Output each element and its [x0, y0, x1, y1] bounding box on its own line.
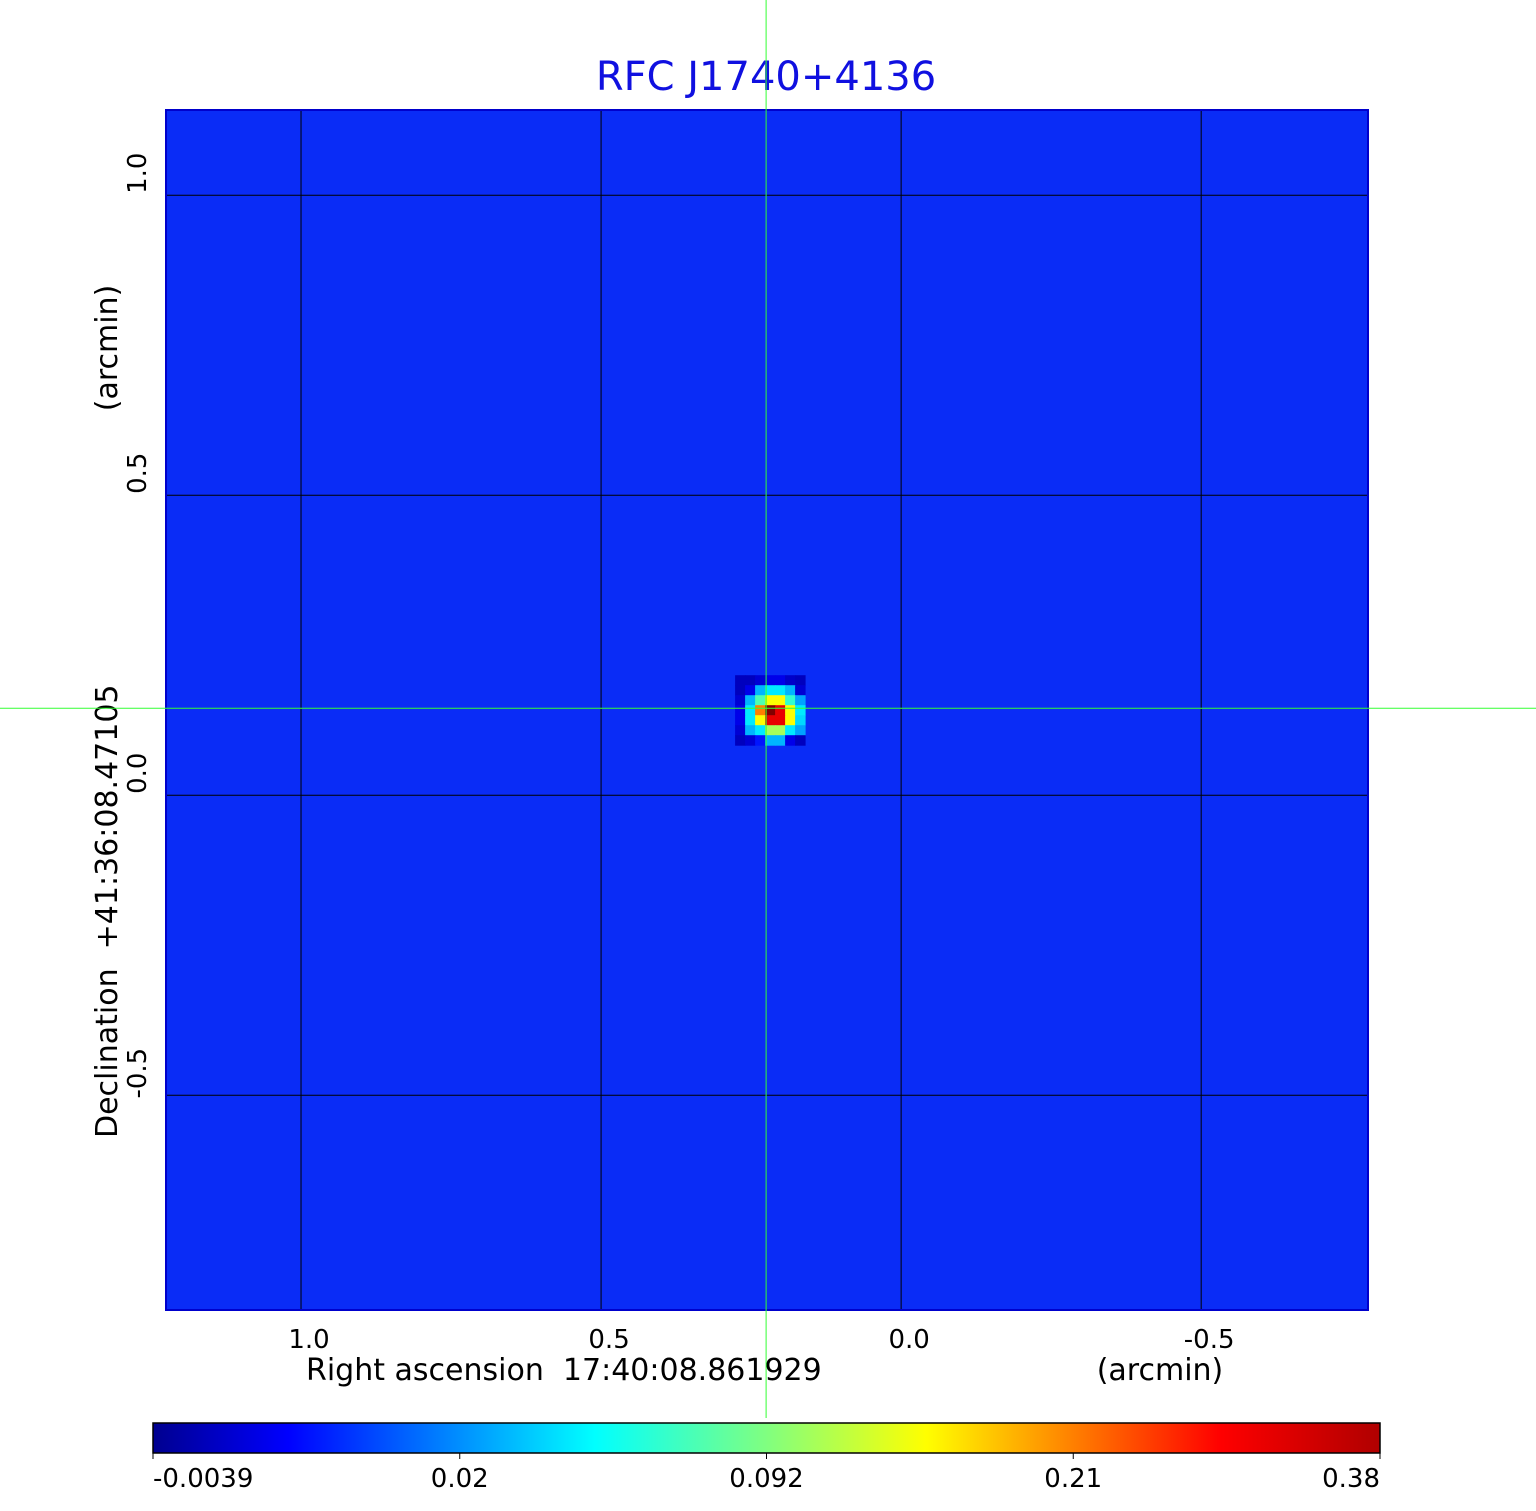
image-pixel	[735, 695, 746, 706]
image-pixel	[735, 705, 746, 716]
colorbar-tick-label: 0.21	[1044, 1464, 1102, 1494]
colorbar	[152, 1422, 1381, 1454]
image-pixel	[775, 735, 786, 746]
image-pixel	[765, 715, 776, 726]
image-pixel	[795, 705, 806, 716]
colorbar-tick-label: 0.02	[431, 1464, 489, 1494]
colorbar-tick-label: -0.0039	[153, 1464, 253, 1494]
image-pixel	[755, 735, 766, 746]
image-pixel	[775, 695, 786, 706]
image-pixel	[745, 715, 756, 726]
image-pixel	[795, 725, 806, 736]
image-pixel	[795, 675, 806, 686]
image-pixel	[755, 715, 766, 726]
colorbar-tick-label: 0.092	[729, 1464, 803, 1494]
x-tick-label: 0.5	[588, 1325, 629, 1355]
y-tick-label: -0.5	[123, 1048, 153, 1099]
image-frame	[165, 109, 1369, 1311]
image-pixel	[745, 675, 756, 686]
crosshair	[0, 0, 1536, 1418]
image-pixel	[735, 715, 746, 726]
image-pixel	[765, 675, 776, 686]
grid-lines	[166, 110, 1368, 1310]
y-tick-labels: 1.0 0.5 0.0 -0.5	[123, 153, 153, 1099]
image-pixel	[745, 735, 756, 746]
image-pixel	[775, 725, 786, 736]
image-pixel	[795, 735, 806, 746]
image-pixel	[775, 715, 786, 726]
image-pixel	[765, 725, 776, 736]
image-pixel	[785, 685, 796, 696]
x-tick-labels: 1.0 0.5 0.0 -0.5	[288, 1325, 1234, 1355]
image-pixel	[755, 695, 766, 706]
image-pixel	[735, 675, 746, 686]
image-pixel	[775, 675, 786, 686]
image-pixel	[785, 735, 796, 746]
y-tick-label: 0.0	[123, 753, 153, 794]
colorbar-tick-label: 0.38	[1322, 1464, 1380, 1494]
y-axis-unit: (arcmin)	[90, 285, 125, 412]
image-pixel	[785, 705, 796, 716]
image-pixel	[745, 725, 756, 736]
x-axis-unit: (arcmin)	[1097, 1353, 1224, 1388]
y-tick-label: 0.5	[123, 453, 153, 494]
image-pixel	[765, 695, 776, 706]
image-pixel	[755, 725, 766, 736]
image-pixel	[785, 715, 796, 726]
image-pixel	[755, 685, 766, 696]
image-pixel	[735, 685, 746, 696]
image-pixel	[795, 685, 806, 696]
image-pixel	[775, 685, 786, 696]
image-pixel	[785, 675, 796, 686]
x-tick-label: 0.0	[888, 1325, 929, 1355]
image-pixel	[765, 705, 776, 716]
y-axis-label: Declination +41:36:08.47105	[90, 684, 125, 1138]
x-tick-label: -0.5	[1184, 1325, 1235, 1355]
image-pixel	[765, 685, 776, 696]
image-pixel	[785, 725, 796, 736]
colorbar-ticks: -0.0039 0.02 0.092 0.21 0.38	[152, 1453, 1381, 1494]
image-pixel	[735, 725, 746, 736]
image-pixel	[755, 675, 766, 686]
image-pixel	[775, 705, 786, 716]
image-pixel	[735, 735, 746, 746]
x-axis-label: Right ascension 17:40:08.861929	[306, 1353, 822, 1388]
image-pixel	[795, 715, 806, 726]
image-pixel	[795, 695, 806, 706]
source-patch	[735, 675, 806, 746]
image-pixel	[745, 695, 756, 706]
image-pixel	[755, 705, 766, 716]
image-pixel	[745, 685, 756, 696]
image-pixel	[745, 705, 756, 716]
image-pixel	[785, 695, 796, 706]
y-tick-label: 1.0	[123, 153, 153, 194]
x-tick-label: 1.0	[288, 1325, 329, 1355]
image-pixel	[765, 735, 776, 746]
